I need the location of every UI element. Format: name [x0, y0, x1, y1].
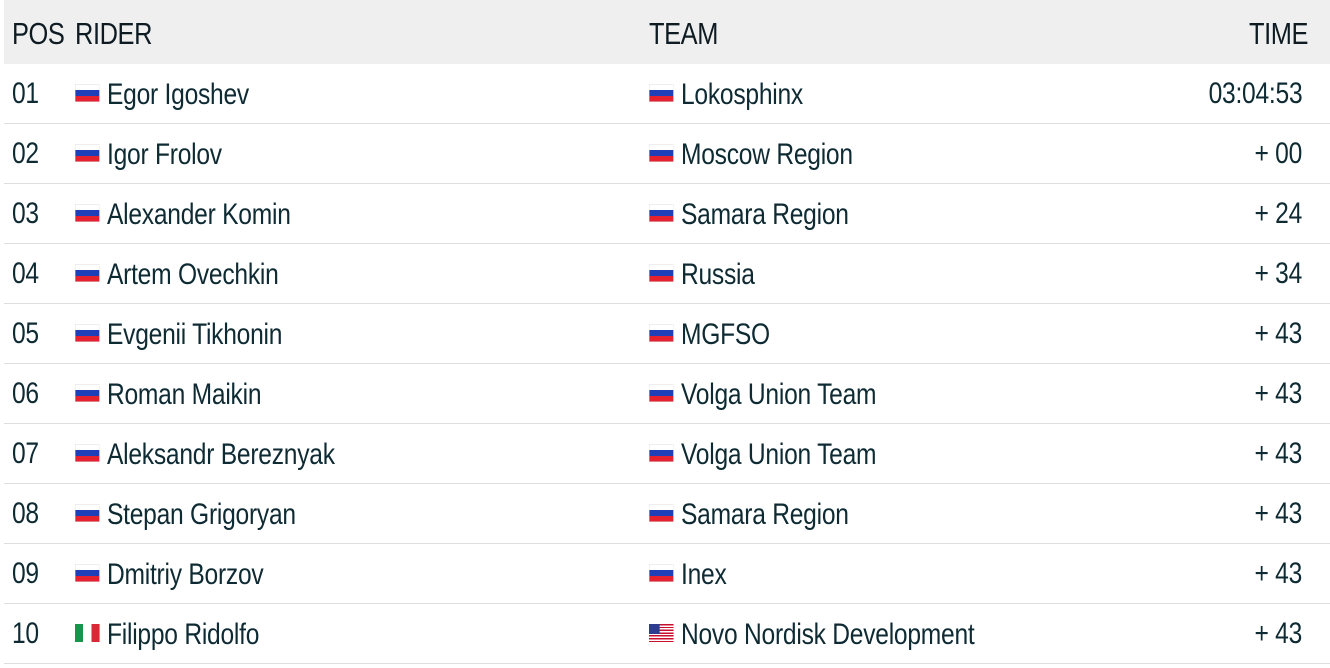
- rider-name-link[interactable]: Alexander Komin: [106, 198, 291, 232]
- ru-flag-icon: [649, 204, 674, 223]
- row-rider[interactable]: Alexander Komin: [75, 197, 338, 232]
- row-pos: 06: [12, 377, 39, 410]
- row-team[interactable]: Inex: [649, 557, 744, 592]
- ru-flag-icon: [649, 504, 674, 523]
- row-pos: 05: [12, 317, 39, 350]
- row-time: + 00: [1254, 137, 1302, 170]
- table-row[interactable]: 01 Egor Igoshev Lokosphinx 03:04:53: [4, 64, 1330, 124]
- table-row[interactable]: 03 Alexander Komin Samara Region + 24: [4, 184, 1330, 244]
- ru-flag-icon: [75, 564, 100, 583]
- table-row[interactable]: 06 Roman Maikin Volga Union Team + 43: [4, 364, 1330, 424]
- row-pos: 10: [12, 617, 39, 650]
- ru-flag-icon: [649, 444, 674, 463]
- table-row[interactable]: 07 Aleksandr Bereznyak Volga Union Team + 4…: [4, 424, 1330, 484]
- row-rider[interactable]: Filippo Ridolfo: [75, 617, 300, 652]
- ru-flag-icon: [649, 324, 674, 343]
- team-name-link[interactable]: Lokosphinx: [680, 78, 803, 112]
- table-row[interactable]: 08 Stepan Grigoryan Samara Region + 43: [4, 484, 1330, 544]
- row-time: + 43: [1254, 557, 1302, 590]
- row-team[interactable]: Lokosphinx: [649, 77, 837, 112]
- team-name-link[interactable]: Volga Union Team: [680, 378, 877, 412]
- row-rider[interactable]: Stepan Grigoryan: [75, 497, 344, 532]
- row-pos: 02: [12, 137, 39, 170]
- team-name-link[interactable]: Russia: [680, 258, 755, 292]
- rider-name-link[interactable]: Filippo Ridolfo: [106, 618, 260, 652]
- rider-name-link[interactable]: Evgenii Tikhonin: [106, 318, 283, 352]
- row-team[interactable]: Volga Union Team: [649, 377, 926, 412]
- row-pos: 07: [12, 437, 39, 470]
- ru-flag-icon: [649, 384, 674, 403]
- row-rider[interactable]: Evgenii Tikhonin: [75, 317, 328, 352]
- ru-flag-icon: [75, 144, 100, 163]
- table-header: POS RIDER TEAM TIME: [4, 0, 1330, 64]
- row-time: 03:04:53: [1208, 77, 1302, 110]
- rider-name-link[interactable]: Aleksandr Bereznyak: [106, 438, 335, 472]
- team-name-link[interactable]: Samara Region: [680, 498, 849, 532]
- rider-name-link[interactable]: Roman Maikin: [106, 378, 262, 412]
- row-team[interactable]: Novo Nordisk Development: [649, 617, 1046, 652]
- row-rider[interactable]: Igor Frolov: [75, 137, 254, 172]
- team-name-link[interactable]: Inex: [680, 558, 727, 592]
- row-pos: 03: [12, 197, 39, 230]
- ru-flag-icon: [649, 264, 674, 283]
- row-rider[interactable]: Dmitriy Borzov: [75, 557, 305, 592]
- row-time: + 34: [1254, 257, 1302, 290]
- team-name-link[interactable]: MGFSO: [680, 318, 770, 352]
- ru-flag-icon: [75, 84, 100, 103]
- row-pos: 09: [12, 557, 39, 590]
- ru-flag-icon: [75, 324, 100, 343]
- rider-name-link[interactable]: Artem Ovechkin: [106, 258, 279, 292]
- row-time: + 24: [1254, 197, 1302, 230]
- team-name-link[interactable]: Novo Nordisk Development: [680, 618, 975, 652]
- ru-flag-icon: [649, 564, 674, 583]
- ru-flag-icon: [75, 444, 100, 463]
- row-pos: 04: [12, 257, 39, 290]
- rider-name-link[interactable]: Igor Frolov: [106, 138, 222, 172]
- table-row[interactable]: 02 Igor Frolov Moscow Region + 00: [4, 124, 1330, 184]
- row-rider[interactable]: Egor Igoshev: [75, 77, 287, 112]
- row-rider[interactable]: Roman Maikin: [75, 377, 302, 412]
- row-time: + 43: [1254, 437, 1302, 470]
- row-team[interactable]: Moscow Region: [649, 137, 898, 172]
- rider-name-link[interactable]: Egor Igoshev: [106, 78, 249, 112]
- team-name-link[interactable]: Samara Region: [680, 198, 849, 232]
- row-time: + 43: [1254, 377, 1302, 410]
- team-name-link[interactable]: Moscow Region: [680, 138, 853, 172]
- it-flag-icon: [75, 624, 100, 643]
- results-table: POS RIDER TEAM TIME 01 Egor Igoshev Lokosp…: [4, 0, 1330, 664]
- row-team[interactable]: Volga Union Team: [649, 437, 926, 472]
- table-row[interactable]: 05 Evgenii Tikhonin MGFSO + 43: [4, 304, 1330, 364]
- row-team[interactable]: Samara Region: [649, 197, 893, 232]
- rider-name-link[interactable]: Dmitriy Borzov: [106, 558, 264, 592]
- table-body: 01 Egor Igoshev Lokosphinx 03:04:53 02 Igor F…: [4, 64, 1330, 664]
- us-flag-icon: [649, 624, 674, 643]
- row-team[interactable]: Samara Region: [649, 497, 893, 532]
- row-team[interactable]: Russia: [649, 257, 778, 292]
- row-team[interactable]: MGFSO: [649, 317, 797, 352]
- table-row[interactable]: 09 Dmitriy Borzov Inex + 43: [4, 544, 1330, 604]
- row-rider[interactable]: Aleksandr Bereznyak: [75, 437, 392, 472]
- ru-flag-icon: [75, 504, 100, 523]
- table-row[interactable]: 10 Filippo Ridolfo Novo Nordisk Developmen…: [4, 604, 1330, 664]
- ru-flag-icon: [75, 264, 100, 283]
- row-time: + 43: [1254, 617, 1302, 650]
- header-time: TIME: [1248, 16, 1309, 51]
- header-team: TEAM: [649, 16, 718, 51]
- ru-flag-icon: [649, 144, 674, 163]
- header-rider: RIDER: [75, 16, 153, 51]
- ru-flag-icon: [649, 84, 674, 103]
- header-pos: POS: [12, 16, 65, 51]
- table-row[interactable]: 04 Artem Ovechkin Russia + 34: [4, 244, 1330, 304]
- rider-name-link[interactable]: Stepan Grigoryan: [106, 498, 296, 532]
- row-pos: 08: [12, 497, 39, 530]
- row-time: + 43: [1254, 497, 1302, 530]
- row-time: + 43: [1254, 317, 1302, 350]
- row-pos: 01: [12, 77, 39, 110]
- ru-flag-icon: [75, 204, 100, 223]
- row-rider[interactable]: Artem Ovechkin: [75, 257, 323, 292]
- team-name-link[interactable]: Volga Union Team: [680, 438, 877, 472]
- ru-flag-icon: [75, 384, 100, 403]
